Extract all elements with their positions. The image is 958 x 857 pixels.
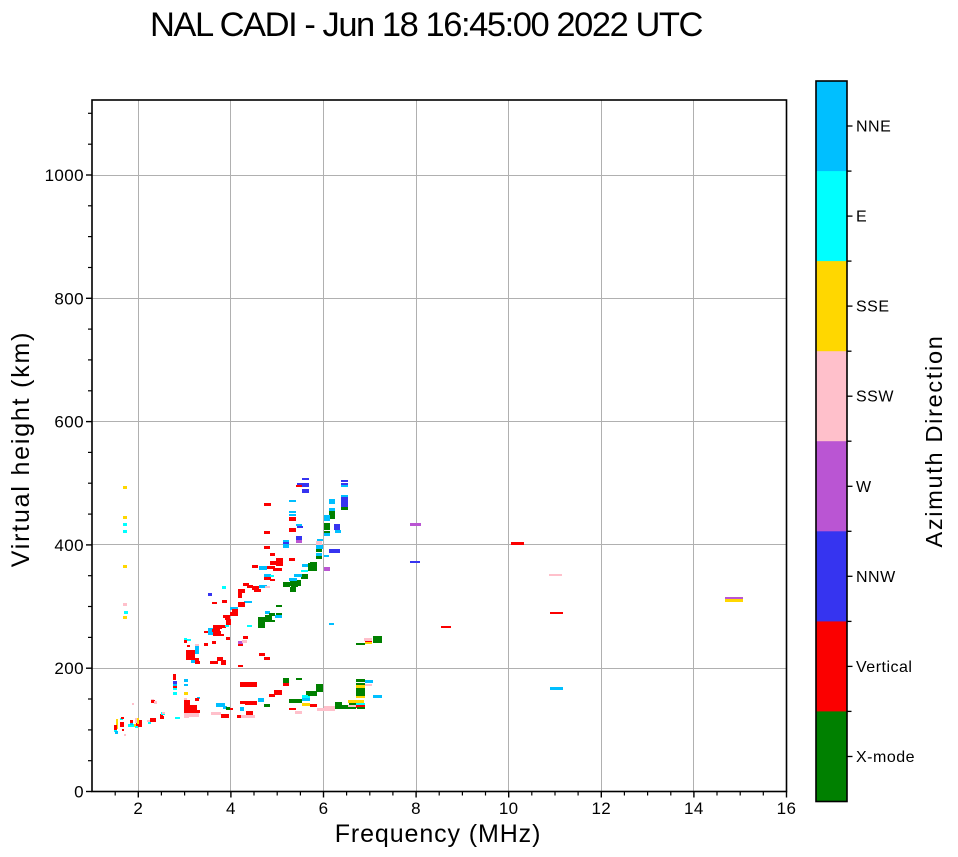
- svg-text:4: 4: [226, 799, 236, 818]
- svg-text:400: 400: [54, 536, 84, 555]
- svg-text:NNE: NNE: [856, 119, 891, 136]
- svg-text:X-mode: X-mode: [856, 749, 915, 766]
- svg-text:Vertical: Vertical: [856, 659, 912, 676]
- svg-text:8: 8: [411, 799, 421, 818]
- svg-text:6: 6: [319, 799, 329, 818]
- svg-text:Azimuth Direction: Azimuth Direction: [921, 334, 947, 547]
- svg-text:200: 200: [54, 659, 84, 678]
- svg-text:SSE: SSE: [856, 299, 890, 316]
- svg-text:W: W: [856, 479, 872, 496]
- svg-text:NNW: NNW: [856, 569, 896, 586]
- svg-text:SSW: SSW: [856, 389, 894, 406]
- svg-text:600: 600: [54, 413, 84, 432]
- svg-text:10: 10: [499, 799, 519, 818]
- svg-text:Frequency (MHz): Frequency (MHz): [335, 820, 542, 848]
- svg-text:12: 12: [591, 799, 611, 818]
- svg-text:NAL CADI - Jun 18 16:45:00 202: NAL CADI - Jun 18 16:45:00 2022 UTC: [150, 6, 703, 44]
- svg-text:14: 14: [684, 799, 704, 818]
- svg-text:1000: 1000: [45, 166, 84, 185]
- svg-text:16: 16: [777, 799, 797, 818]
- svg-text:Virtual height (km): Virtual height (km): [7, 331, 35, 568]
- svg-text:2: 2: [133, 799, 143, 818]
- svg-text:0: 0: [74, 783, 84, 802]
- svg-text:E: E: [856, 209, 867, 226]
- svg-text:800: 800: [54, 289, 84, 308]
